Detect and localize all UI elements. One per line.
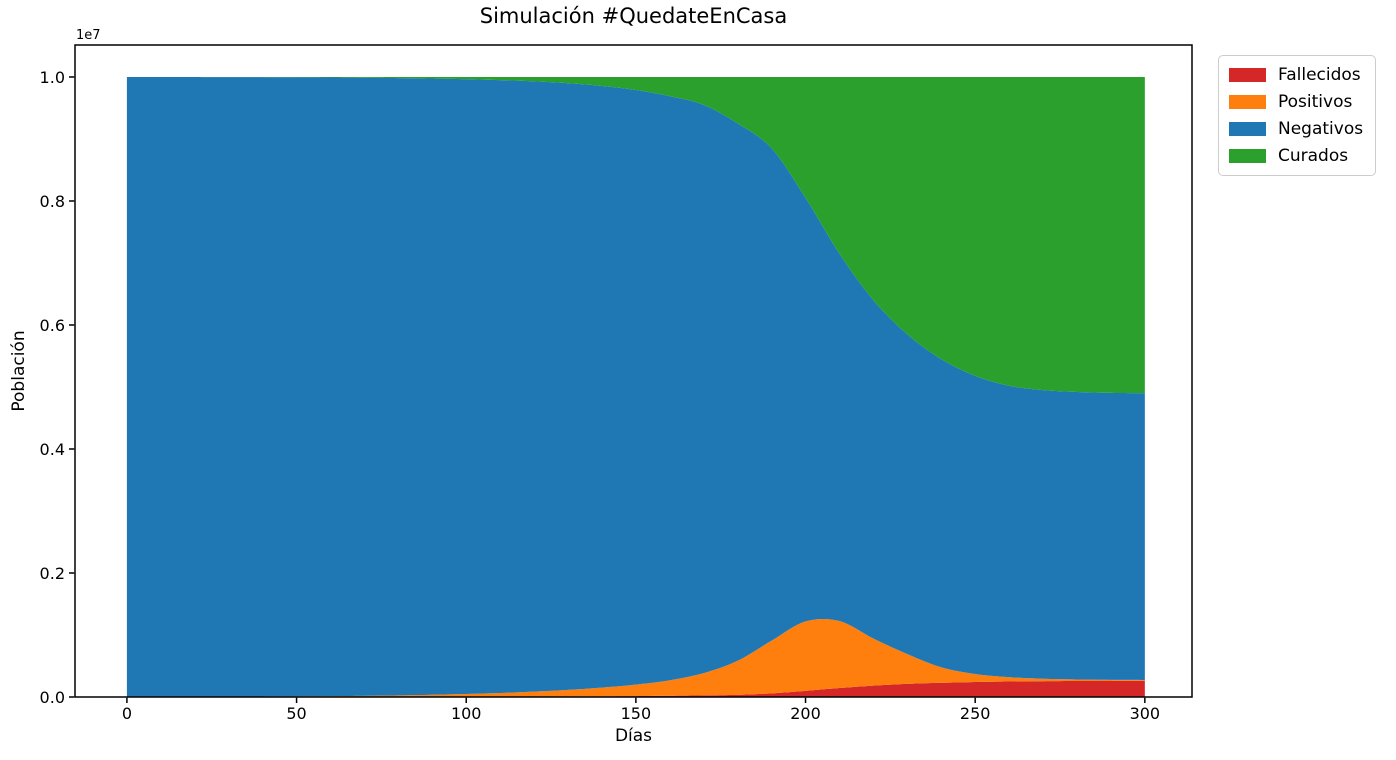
axis-ticks: 0 50 100 150 200 250 300 0.0 0.2 0.4 0.6 0.8 1.0: [40, 68, 1161, 723]
fallecidos-swatch-icon: [1229, 68, 1266, 82]
y-tick-label: 0.2: [40, 564, 65, 583]
legend-item-negativos: Negativos: [1229, 119, 1363, 139]
legend-item-curados: Curados: [1229, 146, 1363, 166]
legend: Fallecidos Positivos Negativos Curados: [1218, 55, 1377, 176]
y-tick-label: 0.6: [40, 316, 65, 335]
x-tick-label: 200: [790, 704, 821, 723]
axes-frame: [74, 44, 1193, 698]
legend-label-negativos: Negativos: [1278, 119, 1364, 139]
legend-item-fallecidos: Fallecidos: [1229, 65, 1363, 85]
legend-label-curados: Curados: [1278, 146, 1349, 166]
area-negativos: [126, 76, 1145, 697]
legend-item-positivos: Positivos: [1229, 92, 1363, 112]
negativos-swatch-icon: [1229, 122, 1266, 136]
positivos-swatch-icon: [1229, 95, 1266, 109]
curados-swatch-icon: [1229, 149, 1266, 163]
x-tick-label: 300: [1130, 704, 1161, 723]
legend-label-positivos: Positivos: [1278, 92, 1353, 112]
stacked-areas: [126, 76, 1145, 697]
y-axis-label: Población: [9, 330, 29, 412]
x-axis-label: Días: [614, 726, 653, 746]
x-tick-label: 50: [286, 704, 306, 723]
x-tick-label: 0: [122, 704, 132, 723]
chart-title: Simulación #QuedateEnCasa: [479, 4, 788, 28]
area-curados: [126, 76, 1145, 394]
legend-label-fallecidos: Fallecidos: [1278, 65, 1361, 85]
area-positivos: [126, 618, 1145, 697]
x-tick-label: 150: [621, 704, 652, 723]
x-tick-label: 250: [960, 704, 991, 723]
y-tick-label: 0.4: [40, 440, 65, 459]
area-fallecidos: [126, 680, 1145, 697]
y-axis-offset-label: 1e7: [76, 28, 101, 43]
y-tick-label: 0.0: [40, 688, 65, 707]
y-tick-label: 1.0: [40, 68, 65, 87]
x-tick-label: 100: [451, 704, 482, 723]
y-tick-label: 0.8: [40, 192, 65, 211]
